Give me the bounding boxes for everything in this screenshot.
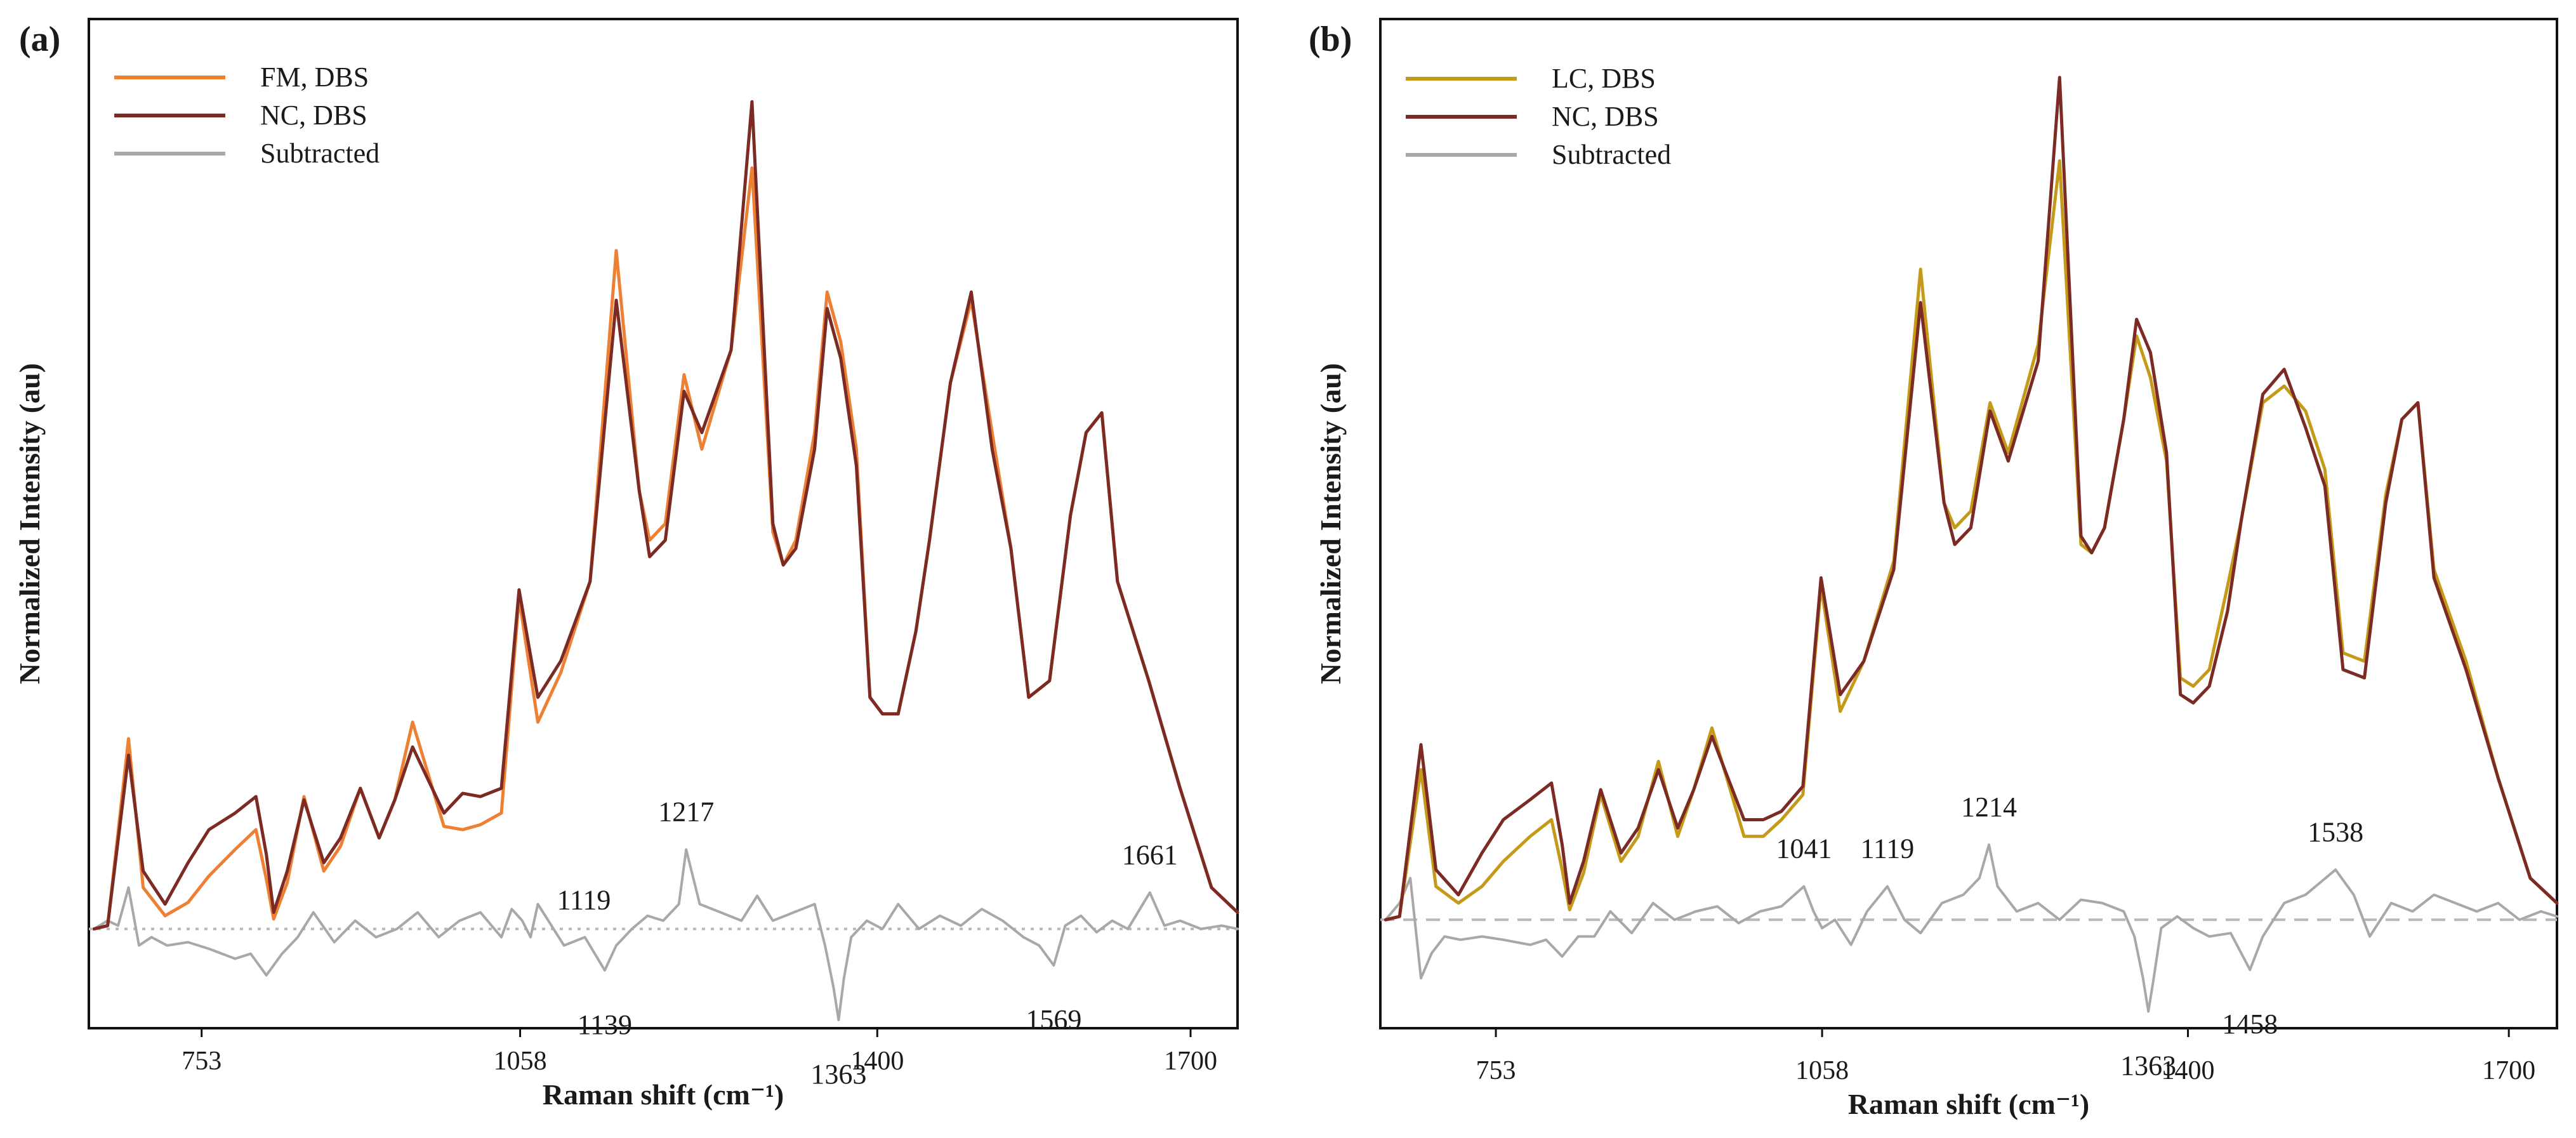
panel-b-series-nc-dbs xyxy=(1384,76,2559,922)
panel-b-legend-label-lc-dbs: LC, DBS xyxy=(1552,63,1656,94)
panel-b-legend-label-subtracted: Subtracted xyxy=(1552,139,1671,170)
panel-a-peak-label-1139: 1139 xyxy=(578,1009,632,1040)
panel-b-series-subtracted xyxy=(1384,843,2558,1013)
panel-b-x-axis-title: Raman shift (cm⁻¹) xyxy=(1848,1088,2089,1120)
panel-b-peak-label-1041: 1041 xyxy=(1776,833,1832,864)
panel-a-legend-label-nc-dbs: NC, DBS xyxy=(260,100,367,131)
panel-b-series-lc-dbs xyxy=(1384,159,2559,922)
panel-b-x-tick-label-1058: 1058 xyxy=(1795,1056,1849,1085)
panel-a: (a) 753 1058 1400 1700 Raman shift (cm⁻¹) Norm… xyxy=(13,18,1239,1111)
panel-b-peak-label-1119: 1119 xyxy=(1861,833,1915,864)
panel-b-legend-label-nc-dbs: NC, DBS xyxy=(1552,101,1659,132)
panel-b: (b) 753 1058 1400 1700 Raman shift (cm⁻¹) Norm… xyxy=(1309,18,2559,1120)
panel-a-x-axis-title: Raman shift (cm⁻¹) xyxy=(543,1078,784,1111)
panel-b-peak-label-1538: 1538 xyxy=(2308,816,2363,847)
panel-a-peak-label-1569: 1569 xyxy=(1026,1004,1081,1035)
panel-a-y-axis-title: Normalized Intensity (au) xyxy=(13,363,46,684)
panel-b-peak-label-1458: 1458 xyxy=(2222,1009,2278,1040)
panel-b-label: (b) xyxy=(1309,20,1352,59)
panel-a-x-tick-label-1400: 1400 xyxy=(850,1047,904,1076)
panel-a-peak-label-1661: 1661 xyxy=(1122,839,1178,870)
panel-a-x-tick-label-1700: 1700 xyxy=(1164,1047,1217,1076)
panel-b-plot-frame xyxy=(1379,18,2558,1029)
panel-b-x-tick-label-1400: 1400 xyxy=(2162,1056,2215,1085)
panel-a-peak-label-1363: 1363 xyxy=(810,1059,866,1090)
panel-a-peak-label-1217: 1217 xyxy=(658,796,714,827)
panel-b-peak-label-1214: 1214 xyxy=(1961,791,2017,823)
panel-a-x-tick-label-1058: 1058 xyxy=(494,1047,547,1076)
panel-b-y-axis-title: Normalized Intensity (au) xyxy=(1314,363,1347,684)
panel-a-legend-label-subtracted: Subtracted xyxy=(260,138,380,169)
panel-a-series-nc-dbs xyxy=(92,100,1239,931)
panel-a-label: (a) xyxy=(19,20,60,59)
panel-a-series-subtracted xyxy=(93,848,1239,1021)
panel-b-x-tick-label-1700: 1700 xyxy=(2482,1056,2535,1085)
panel-a-x-tick-label-753: 753 xyxy=(182,1047,221,1076)
panel-a-plot-frame xyxy=(88,18,1239,1029)
panel-a-peak-label-1119: 1119 xyxy=(557,884,611,915)
panel-b-peak-label-1363: 1363 xyxy=(2120,1050,2176,1082)
panel-a-legend-label-fm-dbs: FM, DBS xyxy=(260,62,369,93)
panel-b-x-tick-label-753: 753 xyxy=(1476,1056,1516,1085)
